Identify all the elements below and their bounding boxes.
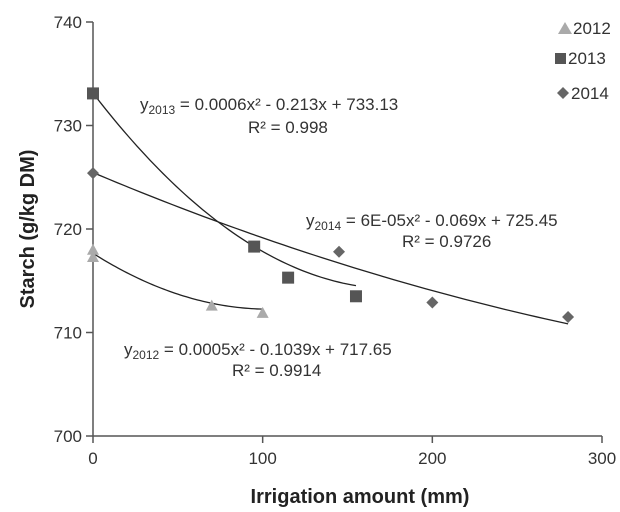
svg-text:y2013 = 0.0006x² - 0.213x + 73: y2013 = 0.0006x² - 0.213x + 733.13 xyxy=(140,95,398,117)
legend-marker-square-icon xyxy=(555,53,566,64)
x-tick-label: 0 xyxy=(88,449,97,468)
r2-2013: R² = 0.998 xyxy=(248,118,328,137)
equation-2013-sub: 2013 xyxy=(149,103,176,117)
equation-2012-sub: 2012 xyxy=(133,348,160,362)
legend: 2012 2013 2014 xyxy=(555,19,611,103)
r2-2014: R² = 0.9726 xyxy=(402,232,491,251)
legend-item-2012: 2012 xyxy=(558,19,611,38)
y-tick-label: 710 xyxy=(54,324,82,343)
trendline-2012 xyxy=(92,252,263,310)
point-2013 xyxy=(282,271,295,284)
legend-label-2014: 2014 xyxy=(571,84,609,103)
point-2012 xyxy=(205,299,218,311)
legend-marker-triangle-icon xyxy=(558,22,572,34)
legend-item-2013: 2013 xyxy=(555,49,606,68)
trendline-2013 xyxy=(92,92,357,287)
y-tick-label: 730 xyxy=(54,117,82,136)
equation-2013-prefix: y xyxy=(140,95,149,114)
point-2013 xyxy=(349,290,362,303)
y-tick-label: 700 xyxy=(54,427,82,446)
point-2012 xyxy=(87,243,99,255)
point-2013 xyxy=(87,87,99,100)
point-2014 xyxy=(562,310,575,323)
legend-label-2013: 2013 xyxy=(568,49,606,68)
x-tick-label: 200 xyxy=(418,449,446,468)
equation-2014-sub: 2014 xyxy=(315,219,342,233)
equation-2014-prefix: y xyxy=(306,211,315,230)
point-2013 xyxy=(248,240,261,253)
point-2014 xyxy=(333,245,346,258)
x-tick-label: 100 xyxy=(248,449,276,468)
point-2012 xyxy=(256,306,269,318)
trendlines xyxy=(92,92,569,325)
svg-text:y2012 = 0.0005x² - 0.1039x + 7: y2012 = 0.0005x² - 0.1039x + 717.65 xyxy=(124,340,392,362)
equation-2013-body: = 0.0006x² - 0.213x + 733.13 xyxy=(175,95,398,114)
trendline-2014 xyxy=(92,171,569,325)
legend-label-2012: 2012 xyxy=(573,19,611,38)
equation-2013: y2013 = 0.0006x² - 0.213x + 733.13 R² = … xyxy=(140,95,398,137)
y-tick-label: 740 xyxy=(54,13,82,32)
y-tick-label: 720 xyxy=(54,220,82,239)
equation-2012: y2012 = 0.0005x² - 0.1039x + 717.65 R² =… xyxy=(124,340,392,380)
legend-item-2014: 2014 xyxy=(557,84,609,103)
y-ticks: 700 710 720 730 740 xyxy=(54,13,93,446)
equation-2014: y2014 = 6E-05x² - 0.069x + 725.45 R² = 0… xyxy=(306,211,558,251)
point-2012 xyxy=(87,250,99,262)
data-points xyxy=(87,87,575,323)
x-tick-label: 300 xyxy=(588,449,616,468)
equation-2014-body: = 6E-05x² - 0.069x + 725.45 xyxy=(341,211,557,230)
point-2014 xyxy=(426,296,439,309)
equation-2012-prefix: y xyxy=(124,340,133,359)
x-axis-title: Irrigation amount (mm) xyxy=(251,486,470,508)
y-axis-title: Starch (g/kg DM) xyxy=(17,150,39,309)
r2-2012: R² = 0.9914 xyxy=(232,361,321,380)
legend-marker-diamond-icon xyxy=(557,87,569,99)
x-ticks: 0 100 200 300 xyxy=(88,436,616,468)
equation-2012-body: = 0.0005x² - 0.1039x + 717.65 xyxy=(159,340,392,359)
svg-text:y2014 = 6E-05x² - 0.069x + 725: y2014 = 6E-05x² - 0.069x + 725.45 xyxy=(306,211,558,233)
point-2014 xyxy=(87,167,99,180)
